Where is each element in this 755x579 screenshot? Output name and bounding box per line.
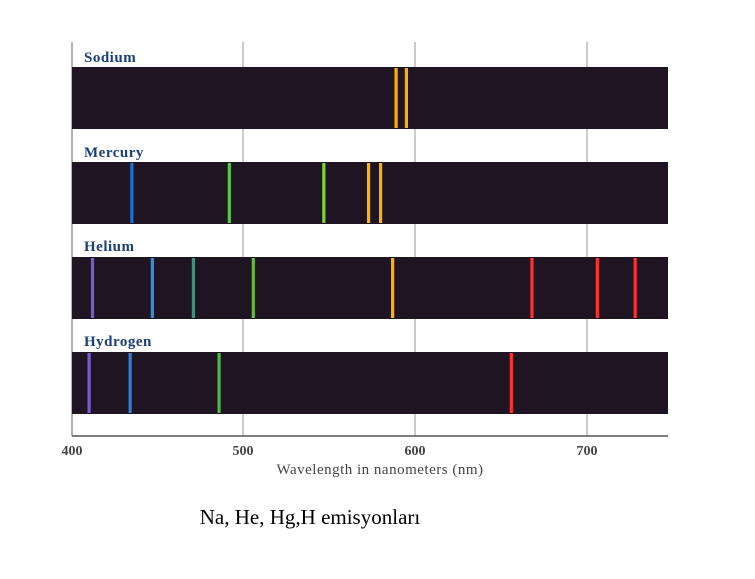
- tick-label-500: 500: [233, 444, 254, 459]
- spectrum-title-hydrogen: Hydrogen: [84, 334, 152, 350]
- x-axis-label: Wavelength in nanometers (nm): [277, 462, 484, 478]
- figure-caption: Na, He, Hg,H emisyonları: [199, 505, 421, 529]
- spectrum-band-helium: [72, 257, 668, 319]
- tick-label-400: 400: [62, 444, 83, 459]
- spectrum-title-sodium: Sodium: [84, 50, 136, 66]
- spectrum-band-sodium: [72, 67, 668, 129]
- spectrum-band-hydrogen: [72, 352, 668, 414]
- spectrum-title-mercury: Mercury: [84, 145, 144, 161]
- spectrum-title-helium: Helium: [84, 239, 135, 255]
- tick-label-600: 600: [405, 444, 426, 459]
- tick-label-700: 700: [577, 444, 598, 459]
